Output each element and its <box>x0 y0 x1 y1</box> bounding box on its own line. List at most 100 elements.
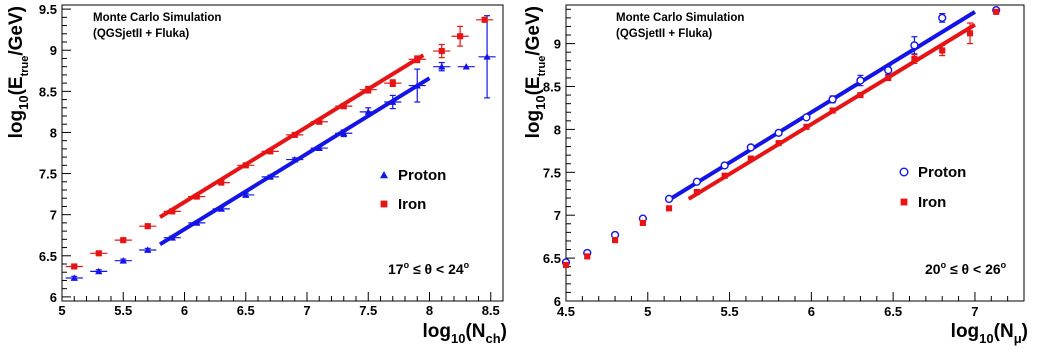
y-tick-label: 7.5 <box>543 165 561 180</box>
data-point <box>856 76 865 85</box>
data-point <box>144 223 151 230</box>
y-axis-title: log10(Etrue/GeV) <box>6 6 31 138</box>
chart-right: 4.5 5 5.5 6 6.5 766.577.588.59log10(Nμ)log10(… <box>523 4 1028 346</box>
data-point <box>95 267 103 275</box>
x-axis-title-subscript: ch <box>486 331 501 346</box>
data-point <box>747 155 754 162</box>
simulation-annotation: (QGSjetII + Fluka) <box>93 28 189 40</box>
data-point <box>939 47 946 54</box>
simulation-annotation: Monte Carlo Simulation <box>93 12 221 24</box>
data-point <box>340 129 348 137</box>
data-point <box>584 253 591 260</box>
legend-label-iron: Iron <box>398 196 426 213</box>
data-point <box>665 205 673 212</box>
x-tick-label: 8 <box>426 303 433 318</box>
data-point <box>746 143 755 152</box>
fit-line <box>668 10 976 202</box>
data-point <box>910 41 919 50</box>
cut-hi: 24 <box>448 261 464 277</box>
x-axis-title-subscript: 10 <box>451 331 465 346</box>
data-point <box>802 113 811 122</box>
data-point <box>692 177 701 186</box>
data-point <box>938 13 947 22</box>
y-axis-title-base: log <box>6 110 27 139</box>
data-point <box>664 194 674 204</box>
legend-marker-iron <box>380 200 388 208</box>
simulation-annotation: (QGSjetII + Fluka) <box>616 28 712 40</box>
data-point <box>457 33 464 40</box>
cut-lo: 17 <box>388 261 404 277</box>
y-axis-title-subscript: 10 <box>16 95 31 109</box>
y-axis-title-base: log <box>523 110 544 139</box>
cut-degree: o <box>464 260 470 270</box>
data-point <box>438 63 446 70</box>
legend-label-iron: Iron <box>918 194 946 211</box>
data-point <box>828 95 837 104</box>
plot-frame <box>565 4 1025 302</box>
data-point <box>720 161 729 170</box>
data-point <box>340 103 347 110</box>
data-point <box>316 118 323 125</box>
cut-degree: o <box>1001 260 1007 270</box>
x-axis-title-open: (N <box>465 321 485 342</box>
y-axis-title-subscript: true <box>536 56 548 77</box>
data-point <box>693 188 700 196</box>
data-point <box>389 98 397 105</box>
data-point <box>993 8 1000 15</box>
y-axis-title: log10(Etrue/GeV) <box>523 6 548 138</box>
data-point <box>438 47 445 55</box>
data-point <box>481 16 488 23</box>
data-point <box>966 30 974 37</box>
cut-hi: 26 <box>985 261 1001 277</box>
y-tick-label: 7.5 <box>39 167 57 182</box>
x-tick-label: 7 <box>971 304 978 319</box>
data-point <box>193 193 200 200</box>
x-axis-title: log10(Nch) <box>422 321 507 346</box>
data-point <box>803 123 810 130</box>
data-point <box>885 74 892 81</box>
y-tick-label: 6.5 <box>39 249 57 264</box>
y-tick-label: 8.5 <box>39 84 57 99</box>
x-axis-title-base: log <box>422 321 451 342</box>
data-point <box>144 246 152 253</box>
y-axis-title-tail: /GeV) <box>523 6 544 56</box>
x-axis-title-close: ) <box>501 321 507 342</box>
fit-line <box>158 53 425 219</box>
series-iron <box>562 8 1000 269</box>
y-tick-label: 9 <box>554 37 561 52</box>
simulation-annotation: Monte Carlo Simulation <box>616 12 744 24</box>
y-tick-label: 6.5 <box>543 251 561 266</box>
y-tick-label: 8 <box>554 122 561 137</box>
data-point <box>462 63 470 70</box>
y-axis-title-mid: (E <box>523 76 544 95</box>
data-point <box>413 81 421 89</box>
y-tick-label: 9 <box>50 43 57 58</box>
data-point <box>829 107 836 114</box>
chart-left: 5 5.5 6 6.5 7 7.5 8 8.566.577.588.599.5log10(Nc… <box>6 2 507 346</box>
data-point <box>120 237 127 244</box>
data-point <box>291 155 299 163</box>
chart-panel-right: 4.5 5 5.5 6 6.5 7 6 6.5 7 7.5 8 8.5 9 log10(Nμ) log10(… <box>519 0 1037 352</box>
data-point <box>193 219 201 226</box>
y-axis-title-subscript: 10 <box>533 95 548 109</box>
data-point <box>884 66 893 75</box>
data-point <box>217 205 225 212</box>
x-axis-title-base: log <box>951 321 980 342</box>
series-proton <box>561 6 1001 267</box>
y-tick-label: 6 <box>554 294 561 309</box>
x-tick-label: 5.5 <box>721 304 739 319</box>
angle-cut-label: 17o ≤ θ < 24o <box>388 260 470 277</box>
plot-frame <box>61 4 504 302</box>
series-proton <box>65 15 496 281</box>
data-point <box>242 191 250 198</box>
x-tick-label: 4.5 <box>557 304 575 319</box>
x-axis-title: log10(Nμ) <box>951 321 1028 346</box>
legend-marker-proton <box>380 171 388 179</box>
x-tick-label: 5 <box>644 304 651 319</box>
data-point <box>70 274 78 281</box>
y-tick-label: 7 <box>554 208 561 223</box>
x-tick-label: 8.5 <box>482 303 500 318</box>
data-point <box>168 234 176 241</box>
data-point <box>389 80 396 87</box>
data-point <box>218 179 225 186</box>
